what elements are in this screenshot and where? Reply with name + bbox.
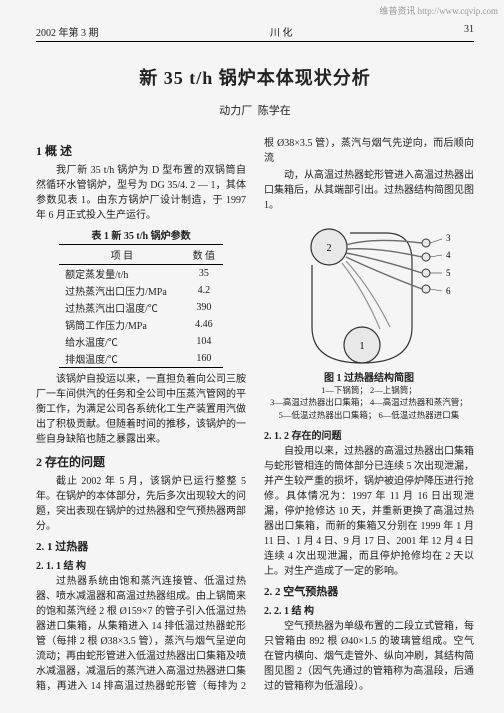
table-cell: 过热蒸汽出口温度/℃ (59, 299, 185, 316)
byline: 动力厂 陈学在 (36, 102, 474, 118)
table-cell: 4.46 (185, 316, 223, 333)
marker-1: 1 (360, 341, 365, 352)
section-1: 1 概 述 (36, 142, 246, 159)
figure-1: 2 1 (264, 217, 474, 421)
byline-dept: 动力厂 (219, 105, 252, 117)
page-title: 新 35 t/h 锅炉本体现状分析 (36, 64, 474, 90)
running-header: 2002 年第 3 期 川 化 31 (36, 24, 474, 42)
table-cell: 35 (185, 265, 223, 283)
table-cell: 过热蒸汽出口压力/MPa (59, 282, 185, 299)
table-cell: 给水温度/℃ (59, 333, 185, 350)
table-cell: 104 (185, 333, 223, 350)
table-cell: 额定蒸发量/t/h (59, 265, 185, 283)
marker-4: 4 (446, 250, 451, 260)
figure1-legend-1: 3—高温过热器出口集箱； 4—高温过热器和蒸汽管； (264, 397, 474, 408)
subsub-221: 2. 2. 1 结 构 (264, 602, 474, 617)
para-1a: 我厂新 35 t/h 锅炉为 D 型布置的双锅筒自然循环水管锅炉，型号为 DG … (36, 163, 246, 223)
page: 2002 年第 3 期 川 化 31 新 35 t/h 锅炉本体现状分析 动力厂… (0, 0, 504, 706)
figure1-legend-0: 1—下锅筒； 2—上锅筒； (264, 385, 474, 396)
table-cell: 排烟温度/℃ (59, 350, 185, 368)
body-columns: 1 概 述 我厂新 35 t/h 锅炉为 D 型布置的双锅筒自然循环水管锅炉，型… (36, 136, 474, 696)
table-cell: 160 (185, 350, 223, 368)
table1-caption: 表 1 新 35 t/h 锅炉参数 (36, 227, 246, 242)
figure1-svg: 2 1 (274, 217, 464, 367)
table1: 项 目 数 值 额定蒸发量/t/h35 过热蒸汽出口压力/MPa4.2 过热蒸汽… (59, 244, 223, 368)
marker-2: 2 (327, 243, 332, 254)
subsection-22: 2. 2 空气预热器 (264, 583, 474, 599)
table1-h1: 数 值 (185, 245, 223, 265)
figure1-legend-2: 5—低温过热器出口集箱； 6—低温过热器进口集 (264, 410, 474, 421)
para-221: 空气预热器为单级布置的二段立式管箱，每只管箱由 892 根 Ø40×1.5 的玻… (264, 619, 474, 694)
subsub-212: 2. 1. 2 存在的问题 (264, 427, 474, 442)
table-cell: 390 (185, 299, 223, 316)
marker-3: 3 (446, 233, 451, 243)
watermark: 维普资讯 http://www.cqvip.com (379, 4, 498, 17)
para-211b: 动，从高温过热器蛇形管进入高温过热器出口集箱后，从其端部引出。过热器结构简图见图… (264, 168, 474, 213)
para-2a: 截止 2002 年 5 月，该锅炉已运行整整 5 年。在锅炉的本体部分，先后多次… (36, 474, 246, 534)
byline-author: 陈学在 (258, 105, 291, 117)
para-212a: 自投用以来，过热器的高温过热器出口集箱与蛇形管相连的筒体部分已连续 5 次出现泄… (264, 444, 474, 579)
section-2: 2 存在的问题 (36, 453, 246, 470)
table-cell: 4.2 (185, 282, 223, 299)
para-1b: 该锅炉自投运以来，一直担负着向公司三胺厂一车间供汽的任务和全公司中压蒸汽管网的平… (36, 372, 246, 447)
subsection-21: 2. 1 过热器 (36, 538, 246, 554)
figure1-caption: 图 1 过热器结构简图 (264, 369, 474, 384)
marker-6: 6 (446, 286, 451, 296)
table1-h0: 项 目 (59, 245, 185, 265)
hdr-center: 川 化 (270, 24, 293, 39)
hdr-right: 31 (464, 24, 474, 39)
table-cell: 锅筒工作压力/MPa (59, 316, 185, 333)
subsub-211: 2. 1. 1 结 构 (36, 557, 246, 572)
marker-5: 5 (446, 268, 451, 278)
hdr-left: 2002 年第 3 期 (36, 24, 99, 39)
